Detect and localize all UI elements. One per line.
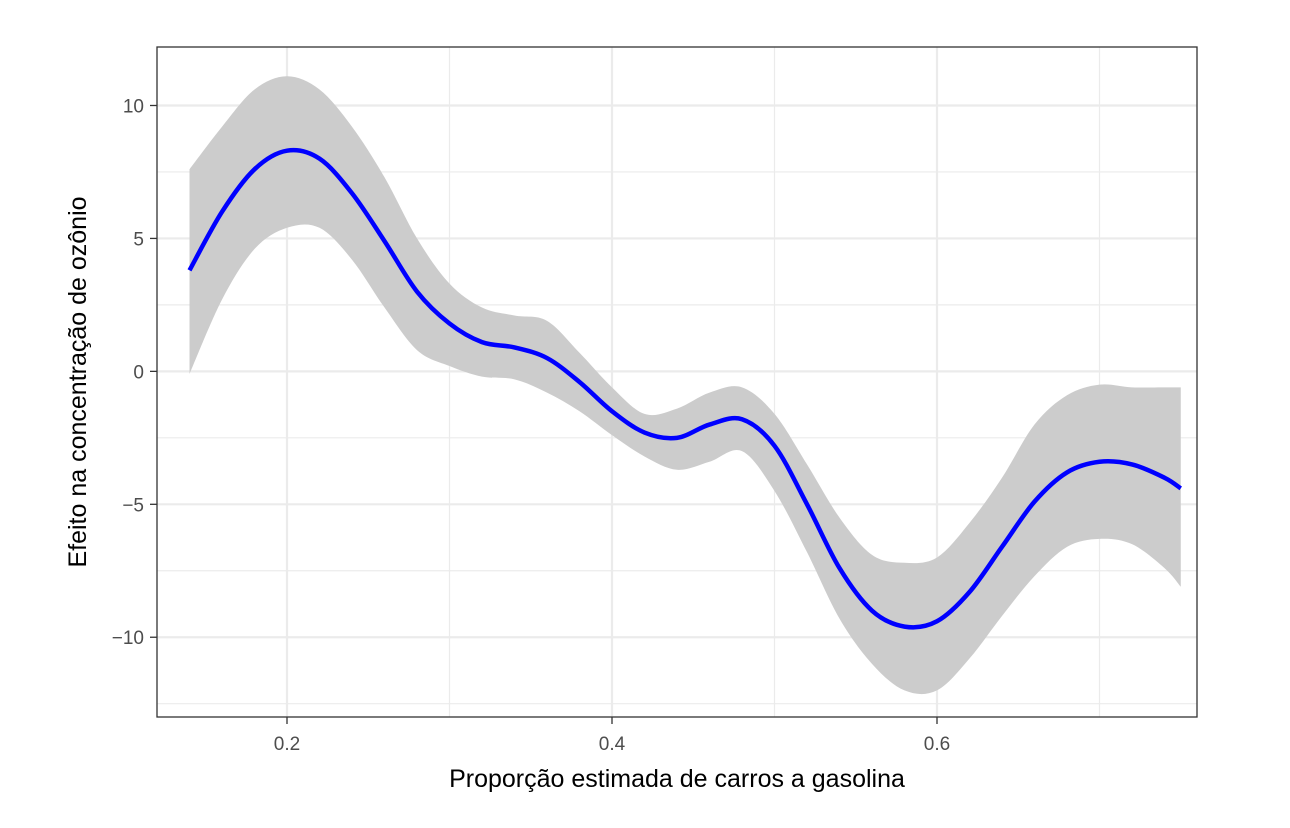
y-tick-label: 10 bbox=[123, 96, 144, 117]
y-axis-title: Efeito na concentração de ozônio bbox=[64, 196, 92, 567]
x-tick-label: 0.2 bbox=[274, 734, 300, 755]
x-tick-label: 0.6 bbox=[924, 734, 950, 755]
y-tick-label: 0 bbox=[133, 362, 144, 383]
y-tick-label: 5 bbox=[133, 229, 144, 250]
x-axis: 0.2 0.4 0.6 bbox=[274, 717, 950, 755]
series-line bbox=[187, 147, 1183, 630]
x-axis-title: Proporção estimada de carros a gasolina bbox=[449, 765, 905, 793]
y-axis: −10 −5 0 5 10 bbox=[112, 96, 157, 649]
confidence-band bbox=[189, 76, 1181, 695]
y-tick-label: −10 bbox=[112, 628, 144, 649]
x-tick-label: 0.4 bbox=[599, 734, 626, 755]
panel-border bbox=[156, 46, 1198, 718]
y-tick-label: −5 bbox=[122, 495, 144, 516]
